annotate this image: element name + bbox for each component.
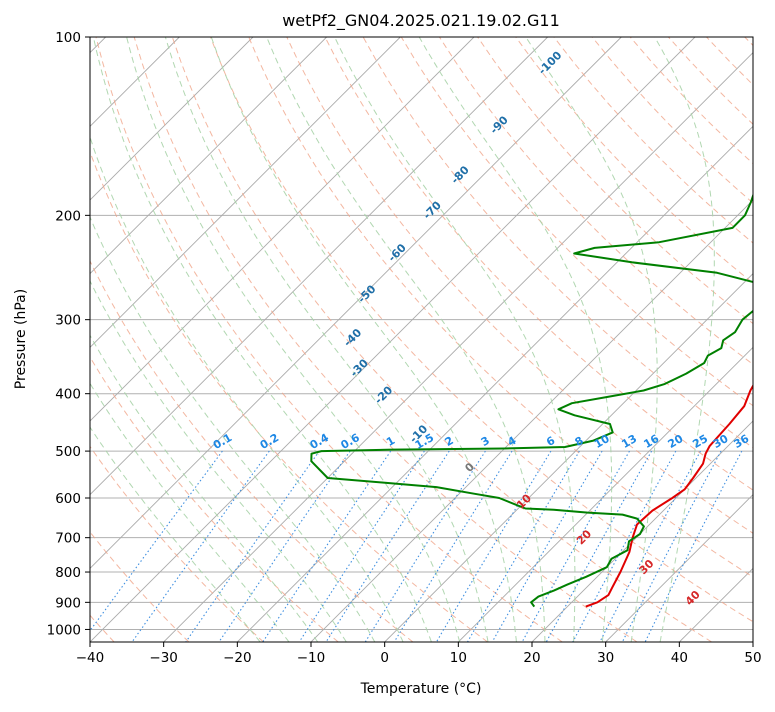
y-tick-label: 800 xyxy=(55,565,81,581)
y-tick-label: 1000 xyxy=(47,622,81,638)
x-tick-label: −20 xyxy=(223,650,252,666)
x-tick-label: 50 xyxy=(744,650,761,666)
y-tick-label: 600 xyxy=(55,491,81,507)
y-axis-label: Pressure (hPa) xyxy=(13,289,29,389)
x-tick-label: −40 xyxy=(76,650,105,666)
x-tick-label: −10 xyxy=(297,650,326,666)
x-tick-label: 30 xyxy=(597,650,614,666)
y-tick-label: 700 xyxy=(55,531,81,547)
y-tick-label: 100 xyxy=(55,30,81,46)
y-tick-label: 300 xyxy=(55,313,81,329)
x-tick-label: 0 xyxy=(380,650,389,666)
x-axis-label: Temperature (°C) xyxy=(360,681,482,697)
x-tick-label: 10 xyxy=(450,650,467,666)
x-tick-label: 20 xyxy=(523,650,540,666)
chart-title: wetPf2_GN04.2025.021.19.02.G11 xyxy=(282,11,560,31)
x-tick-label: −30 xyxy=(149,650,178,666)
x-tick-label: 40 xyxy=(671,650,688,666)
y-tick-label: 900 xyxy=(55,595,81,611)
y-tick-label: 400 xyxy=(55,387,81,403)
y-tick-label: 500 xyxy=(55,444,81,460)
y-tick-label: 200 xyxy=(55,208,81,224)
